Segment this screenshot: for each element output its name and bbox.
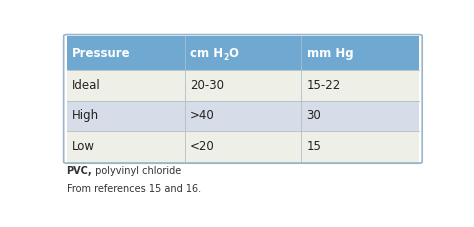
Bar	[66, 131, 419, 162]
Bar	[66, 36, 419, 70]
Text: >40: >40	[190, 109, 215, 122]
Text: 30: 30	[307, 109, 321, 122]
Text: mm Hg: mm Hg	[307, 47, 353, 59]
Text: High: High	[72, 109, 99, 122]
Text: Low: Low	[72, 140, 95, 153]
Text: PVC,: PVC,	[66, 166, 92, 176]
Text: Ideal: Ideal	[72, 79, 101, 92]
Text: 20-30: 20-30	[190, 79, 224, 92]
Text: <20: <20	[190, 140, 215, 153]
Text: O: O	[228, 47, 238, 59]
Text: polyvinyl chloride: polyvinyl chloride	[92, 166, 182, 176]
Text: Pressure: Pressure	[72, 47, 131, 59]
Text: 15-22: 15-22	[307, 79, 341, 92]
Bar	[66, 70, 419, 101]
Text: cm H: cm H	[190, 47, 223, 59]
Text: From references 15 and 16.: From references 15 and 16.	[66, 184, 201, 194]
Text: 2: 2	[223, 53, 228, 62]
Text: 15: 15	[307, 140, 321, 153]
Bar	[66, 101, 419, 131]
